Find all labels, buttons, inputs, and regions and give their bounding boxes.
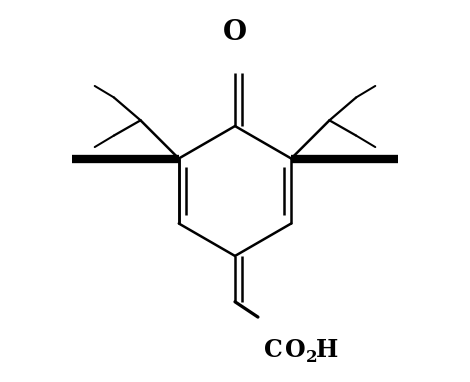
- Text: O: O: [223, 19, 247, 46]
- Text: H: H: [316, 338, 339, 361]
- Text: O: O: [285, 338, 306, 361]
- Text: 2: 2: [306, 349, 317, 366]
- Text: C: C: [264, 338, 282, 361]
